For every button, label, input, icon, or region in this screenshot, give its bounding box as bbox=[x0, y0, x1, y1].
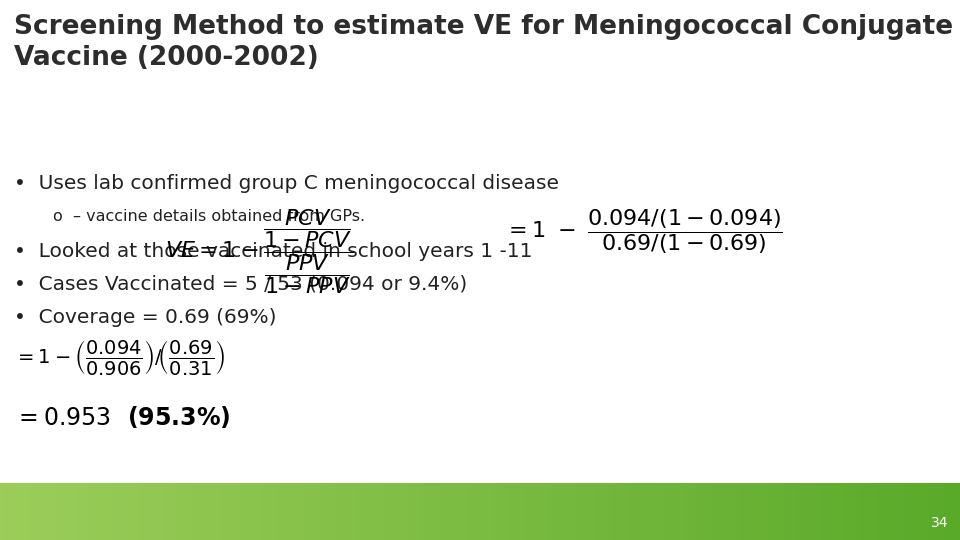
Text: •  Cases Vaccinated = 5 / 53 (0.094 or 9.4%): • Cases Vaccinated = 5 / 53 (0.094 or 9.… bbox=[14, 275, 468, 294]
Text: Screening Method to estimate VE for Meningococcal Conjugate
Vaccine (2000-2002): Screening Method to estimate VE for Meni… bbox=[14, 14, 953, 71]
Text: •  Coverage = 0.69 (69%): • Coverage = 0.69 (69%) bbox=[14, 308, 276, 327]
Text: 34: 34 bbox=[931, 516, 948, 530]
Text: $\mathit{VE} = 1 - \dfrac{\dfrac{\mathit{PCV}}{1-\mathit{PCV}}}{\dfrac{\mathit{P: $\mathit{VE} = 1 - \dfrac{\dfrac{\mathit… bbox=[165, 207, 353, 295]
Text: $= 1 - \left(\dfrac{0.094}{0.906}\right)/\!\left(\dfrac{0.69}{0.31}\right)$: $= 1 - \left(\dfrac{0.094}{0.906}\right)… bbox=[14, 338, 226, 377]
Text: $= 1\ -\ \dfrac{0.094/(1-0.094)}{0.69/(1-0.69)}$: $= 1\ -\ \dfrac{0.094/(1-0.094)}{0.69/(1… bbox=[504, 207, 782, 255]
Text: •  Looked at those vaccinated in school years 1 -11: • Looked at those vaccinated in school y… bbox=[14, 242, 533, 261]
Text: o  – vaccine details obtained from GPs.: o – vaccine details obtained from GPs. bbox=[53, 209, 365, 224]
Text: •  Uses lab confirmed group C meningococcal disease: • Uses lab confirmed group C meningococc… bbox=[14, 174, 560, 193]
Text: $= 0.953$  $\mathbf{(95.3\%)}$: $= 0.953$ $\mathbf{(95.3\%)}$ bbox=[14, 404, 231, 430]
